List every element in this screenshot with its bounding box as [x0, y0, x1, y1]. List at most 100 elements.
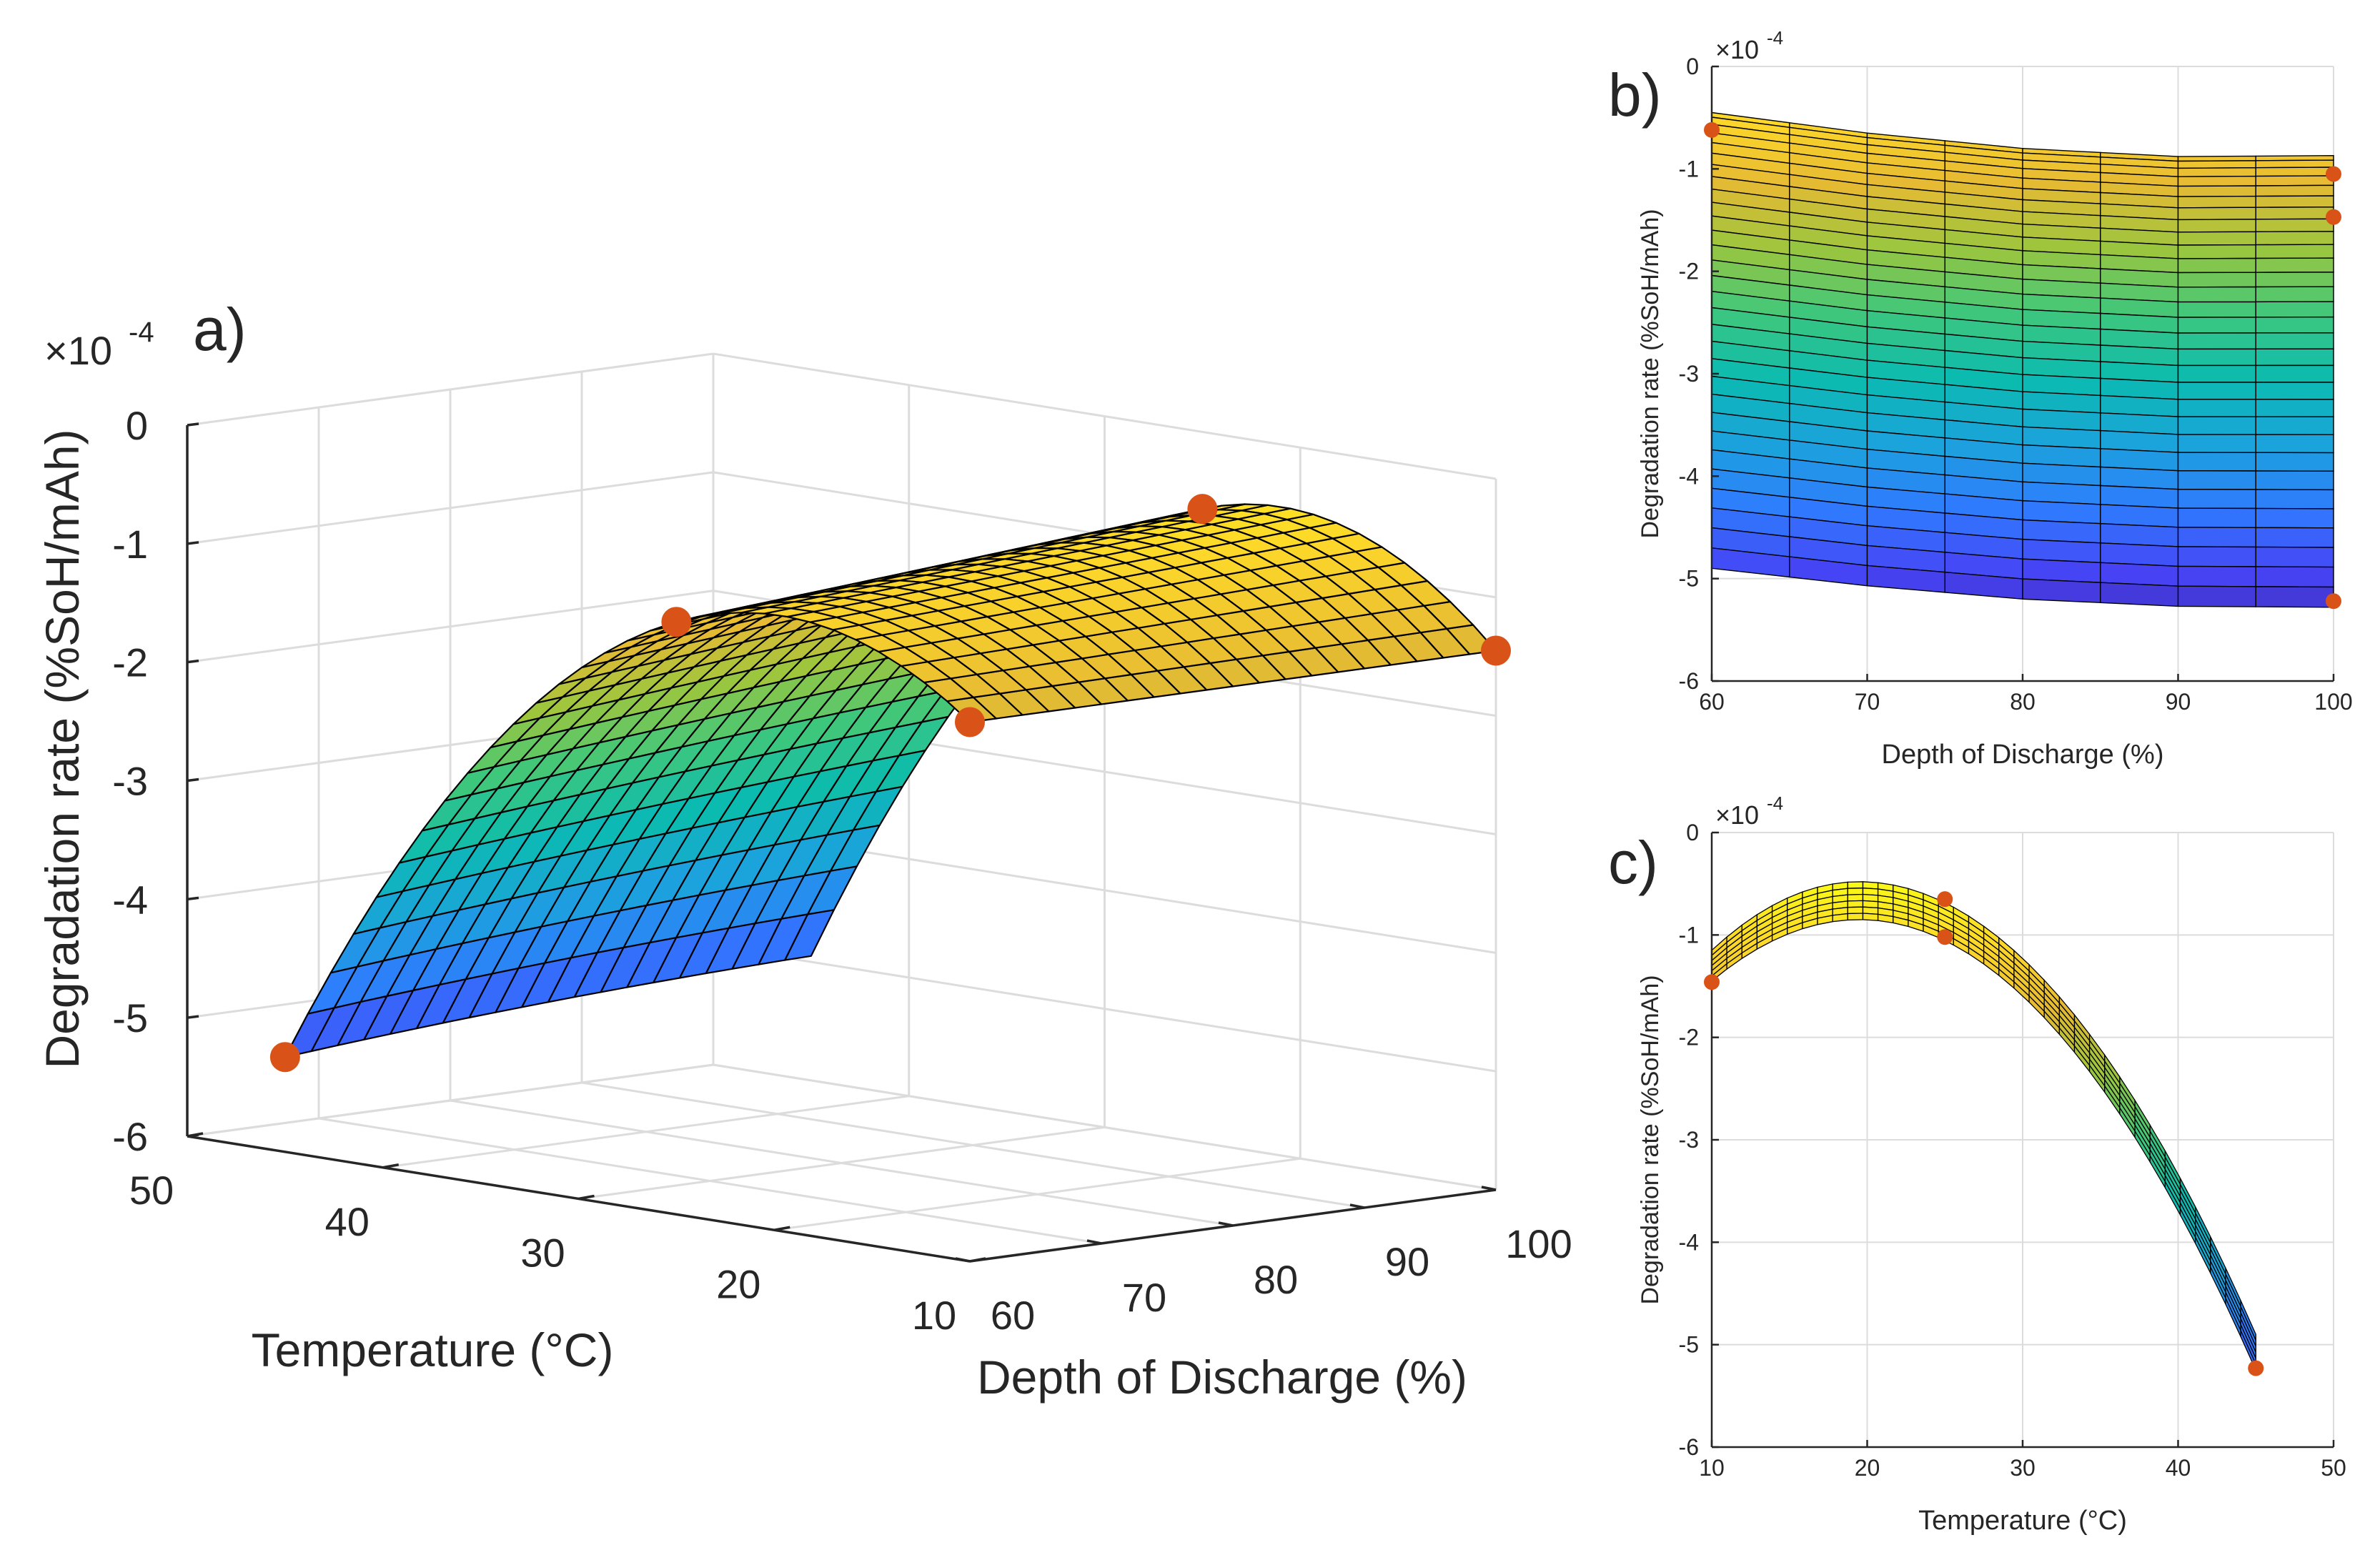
panel-a-z-tick [187, 778, 199, 783]
panel-c-data-point [1937, 891, 1953, 908]
panel-b-surface-facet [2177, 272, 2257, 288]
panel-a-z-tick-label: -5 [112, 995, 148, 1040]
panel-a-z-tick [187, 422, 199, 427]
panel-b-surface-facet [2177, 507, 2257, 529]
panel-c-exponent: ×10 -4 [1715, 793, 1783, 830]
panel-c-surface-facet [1847, 900, 1864, 908]
panel-a-y-tick [1086, 1239, 1102, 1245]
panel-c-y-tick-label: -6 [1679, 1434, 1699, 1460]
panel-b-x-tick-label: 70 [1855, 689, 1880, 715]
panel-c-surface-facet [1832, 913, 1848, 923]
panel-a-data-point [1481, 635, 1511, 666]
panel-c-surface-facet [1862, 913, 1879, 921]
panel-b-surface-facet [2255, 382, 2334, 400]
panel-b-surface-facet [2255, 195, 2334, 208]
panel-a-z-tick-label: -4 [112, 877, 148, 922]
panel-a-z-tick [187, 659, 199, 664]
panel-b-surface-facet [2255, 301, 2334, 318]
panel-c-surface [1711, 881, 2256, 1371]
panel-a-x-tick [773, 1226, 790, 1231]
panel-a-z-tick [187, 541, 199, 545]
panel-b-y-tick-label: -4 [1679, 463, 1699, 489]
panel-b-side-view-chart: 60 70 80 90 100 0 -1 -2 -3 -4 -5 -6 b) ×10 -4 Degra… [1608, 27, 2353, 770]
panel-b-surface-facet [2255, 348, 2334, 367]
panel-c-x-tick-label: 10 [1699, 1455, 1725, 1481]
panel-b-surface-facet [2255, 206, 2334, 220]
panel-c-data-points [1704, 891, 2264, 1376]
panel-a-x-tick [382, 1163, 400, 1169]
panel-c-surface-facet [1847, 881, 1864, 889]
panel-b-surface-facet [2022, 578, 2101, 604]
panel-b-x-tick-label: 80 [2010, 689, 2036, 715]
panel-c-data-point [2248, 1360, 2264, 1376]
panel-b-data-point [2326, 166, 2341, 182]
panel-c-x-tick-label: 30 [2010, 1455, 2036, 1481]
panel-a-y-tick [1481, 1186, 1497, 1191]
panel-a-data-points [269, 494, 1511, 1073]
panel-b-y-axis-label: Degradation rate (%SoH/mAh) [1637, 209, 1664, 538]
panel-a-exponent-power: -4 [129, 317, 154, 348]
panel-a-x-tick [578, 1194, 595, 1201]
panel-a-data-point [269, 1042, 300, 1073]
panel-b-data-points [1704, 121, 2341, 610]
panel-a-y-tick [1218, 1221, 1234, 1227]
panel-b-surface-facet [2177, 207, 2257, 221]
panel-a-z-tick-label: -3 [112, 759, 148, 804]
panel-b-surface-facet [2177, 219, 2257, 233]
panel-b-surface [1711, 111, 2334, 608]
panel-b-surface-facet [2255, 399, 2334, 418]
panel-b-surface-facet [2255, 489, 2334, 510]
panel-a-y-tick-label: 70 [1122, 1275, 1166, 1320]
panel-b-surface-facet [2177, 565, 2257, 587]
panel-a-y-tick-label: 60 [991, 1293, 1035, 1338]
panel-c-y-tick-label: -2 [1679, 1025, 1699, 1050]
panel-c-axes: 10 20 30 40 50 0 -1 -2 -3 -4 -5 -6 [1679, 820, 2346, 1481]
panel-b-surface-facet [2177, 434, 2257, 454]
panel-a-x-tick-label: 50 [129, 1168, 174, 1213]
panel-b-axes: 60 70 80 90 100 0 -1 -2 -3 -4 -5 -6 [1679, 54, 2353, 715]
panel-a-y-tick [955, 1257, 971, 1263]
panel-b-surface-facet [2177, 286, 2257, 303]
panel-c-x-tick-label: 50 [2321, 1455, 2346, 1481]
panel-b-surface-facet [2177, 546, 2257, 567]
panel-a-x-tick-label: 10 [912, 1293, 956, 1338]
panel-c-y-axis-label: Degradation rate (%SoH/mAh) [1637, 975, 1664, 1304]
panel-a-x-axis-label: Temperature (°C) [252, 1323, 614, 1376]
panel-c-surface-facet [1847, 906, 1864, 915]
panel-a-label: a) [193, 296, 247, 363]
panel-a-z-tick-label: -2 [112, 640, 148, 685]
panel-b-x-tick-label: 60 [1699, 689, 1725, 715]
panel-b-surface-facet [2255, 175, 2334, 187]
panel-b-data-point [2326, 593, 2341, 610]
panel-c-y-tick-label: -5 [1679, 1332, 1699, 1358]
panel-b-data-point [1704, 121, 1720, 138]
panel-b-surface-facet [2255, 452, 2334, 472]
panel-c-label: c) [1608, 829, 1658, 896]
panel-c-side-view-chart: 10 20 30 40 50 0 -1 -2 -3 -4 -5 -6 c) ×10 -4 Degrad… [1608, 793, 2346, 1536]
panel-b-y-tick-label: -5 [1679, 566, 1699, 592]
panel-b-y-tick-label: -2 [1679, 259, 1699, 284]
panel-b-surface-facet [2177, 317, 2257, 334]
panel-a-y-tick [1349, 1203, 1365, 1209]
panel-b-surface-facet [2255, 272, 2334, 288]
panel-b-surface-facet [2255, 416, 2334, 435]
panel-b-surface-facet [2177, 175, 2257, 187]
panel-b-x-tick-label: 90 [2166, 689, 2191, 715]
panel-b-surface-facet [2255, 527, 2334, 548]
panel-b-x-axis-label: Depth of Discharge (%) [1882, 740, 2164, 770]
panel-b-surface-facet [2177, 167, 2257, 177]
panel-b-surface-facet [2177, 301, 2257, 318]
panel-b-surface-facet [2255, 434, 2334, 454]
panel-c-exponent-base: ×10 [1715, 800, 1759, 830]
panel-a-z-tick [187, 1015, 199, 1019]
panel-b-y-tick-label: 0 [1686, 54, 1699, 79]
panel-b-surface-facet [2177, 257, 2257, 274]
panel-a-data-point [1187, 494, 1218, 525]
panel-c-y-tick-label: -4 [1679, 1229, 1699, 1255]
panel-b-surface-facet [2177, 488, 2257, 510]
panel-b-surface-facet [2255, 257, 2334, 273]
panel-a-y-tick-label: 90 [1385, 1239, 1429, 1284]
panel-b-surface-facet [2255, 470, 2334, 491]
panel-b-surface-facet [2255, 244, 2334, 259]
